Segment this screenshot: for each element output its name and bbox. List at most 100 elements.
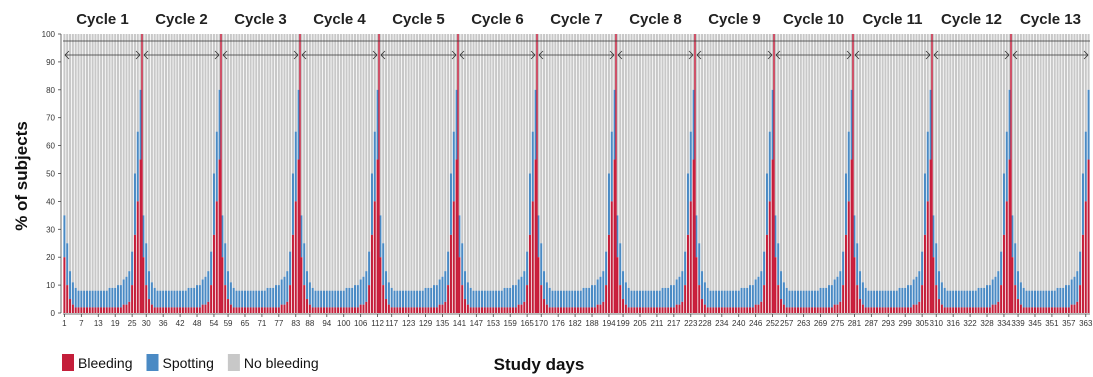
bar-no-bleeding-day-36: [162, 34, 165, 291]
bar-spotting-day-286: [867, 290, 870, 308]
bar-no-bleeding-day-155: [497, 34, 500, 291]
bar-spotting-day-19: [114, 287, 117, 308]
bar-spotting-day-137: [447, 251, 450, 286]
bar-no-bleeding-day-348: [1042, 34, 1045, 291]
bar-no-bleeding-day-266: [811, 34, 814, 291]
bar-spotting-day-161: [514, 285, 517, 308]
bar-bleeding-day-128: [421, 307, 424, 313]
bar-bleeding-day-359: [1073, 304, 1076, 313]
bar-spotting-day-203: [633, 290, 636, 308]
bar-spotting-day-290: [878, 290, 881, 308]
bar-bleeding-day-182: [574, 307, 577, 313]
bar-bleeding-day-316: [952, 307, 955, 313]
legend-swatch-no-bleeding: [227, 354, 240, 371]
bar-spotting-day-356: [1065, 285, 1068, 308]
bar-bleeding-day-352: [1053, 307, 1056, 313]
bar-bleeding-day-296: [895, 307, 898, 313]
bar-spotting-day-192: [602, 271, 605, 302]
bar-bleeding-day-213: [661, 307, 664, 313]
bar-no-bleeding-day-56: [218, 34, 221, 90]
bar-bleeding-day-327: [983, 307, 986, 313]
bar-no-bleeding-day-44: [184, 34, 187, 291]
cycle-span-arrow-left: [222, 50, 228, 60]
bar-spotting-day-218: [675, 279, 678, 305]
bar-spotting-day-3: [69, 271, 72, 300]
bar-no-bleeding-day-146: [472, 34, 475, 291]
bar-spotting-day-10: [88, 290, 91, 308]
bar-bleeding-day-48: [196, 307, 199, 313]
bar-bleeding-day-184: [579, 307, 582, 313]
y-tick-label: 90: [46, 58, 55, 67]
bar-no-bleeding-day-90: [314, 34, 317, 291]
bar-no-bleeding-day-140: [455, 34, 458, 90]
bar-no-bleeding-day-150: [483, 34, 486, 291]
bar-bleeding-day-298: [901, 307, 904, 313]
bar-no-bleeding-day-246: [754, 34, 757, 280]
bar-no-bleeding-day-160: [512, 34, 515, 286]
bar-bleeding-day-183: [576, 307, 579, 313]
bar-no-bleeding-day-21: [119, 34, 122, 286]
bar-no-bleeding-day-29: [142, 34, 145, 216]
bar-no-bleeding-day-91: [317, 34, 320, 291]
bar-no-bleeding-day-229: [706, 34, 709, 288]
y-tick-label: 40: [46, 197, 55, 206]
bar-no-bleeding-day-297: [898, 34, 901, 288]
bar-no-bleeding-day-289: [875, 34, 878, 291]
bar-spotting-day-172: [545, 282, 548, 305]
bar-spotting-day-4: [71, 282, 74, 305]
bar-no-bleeding-day-64: [241, 34, 244, 291]
bar-bleeding-day-116: [387, 304, 390, 313]
bar-no-bleeding-day-344: [1031, 34, 1034, 291]
bar-spotting-day-158: [506, 287, 509, 308]
bar-spotting-day-82: [291, 173, 294, 235]
bar-spotting-day-50: [201, 279, 204, 305]
bar-no-bleeding-day-126: [416, 34, 419, 291]
bar-no-bleeding-day-234: [720, 34, 723, 291]
cycle-span-arrow-right: [1004, 50, 1010, 60]
bar-spotting-day-11: [91, 290, 94, 308]
bar-no-bleeding-day-169: [537, 34, 540, 216]
bar-spotting-day-85: [300, 215, 303, 258]
bar-no-bleeding-day-129: [424, 34, 427, 288]
bar-spotting-day-126: [416, 290, 419, 308]
bar-no-bleeding-day-311: [938, 34, 941, 272]
bar-spotting-day-29: [142, 215, 145, 258]
bar-bleeding-day-153: [492, 307, 495, 313]
bar-spotting-day-120: [399, 290, 402, 308]
bar-spotting-day-156: [500, 290, 503, 308]
bar-no-bleeding-day-10: [88, 34, 91, 291]
bar-bleeding-day-75: [272, 307, 275, 313]
bar-spotting-day-233: [717, 290, 720, 308]
bar-bleeding-day-266: [811, 307, 814, 313]
bar-spotting-day-17: [108, 287, 111, 308]
bar-spotting-day-244: [749, 285, 752, 308]
x-tick-label: 83: [291, 319, 300, 328]
bar-no-bleeding-day-236: [726, 34, 729, 291]
bar-no-bleeding-day-261: [796, 34, 799, 291]
bar-spotting-day-45: [187, 287, 190, 308]
bar-spotting-day-66: [246, 290, 249, 308]
bar-bleeding-day-27: [136, 201, 139, 313]
bar-bleeding-day-180: [568, 307, 571, 313]
bar-bleeding-day-177: [559, 307, 562, 313]
bar-spotting-day-359: [1073, 276, 1076, 305]
bar-no-bleeding-day-341: [1022, 34, 1025, 288]
y-tick-label: 10: [46, 281, 55, 290]
bar-no-bleeding-day-306: [923, 34, 926, 174]
bar-no-bleeding-day-295: [892, 34, 895, 291]
bar-bleeding-day-323: [971, 307, 974, 313]
bar-spotting-day-330: [991, 279, 994, 305]
bar-bleeding-day-120: [399, 307, 402, 313]
bar-no-bleeding-day-310: [935, 34, 938, 244]
bar-spotting-day-320: [963, 290, 966, 308]
bar-spotting-day-162: [517, 279, 520, 305]
bar-no-bleeding-day-318: [957, 34, 960, 291]
bar-spotting-day-232: [715, 290, 718, 308]
x-tick-label: 345: [1028, 319, 1042, 328]
bar-bleeding-day-100: [342, 307, 345, 313]
bar-bleeding-day-167: [531, 201, 534, 313]
bar-bleeding-day-32: [150, 304, 153, 313]
bar-no-bleeding-day-65: [243, 34, 246, 291]
bar-no-bleeding-day-263: [802, 34, 805, 291]
bar-bleeding-day-302: [912, 304, 915, 313]
